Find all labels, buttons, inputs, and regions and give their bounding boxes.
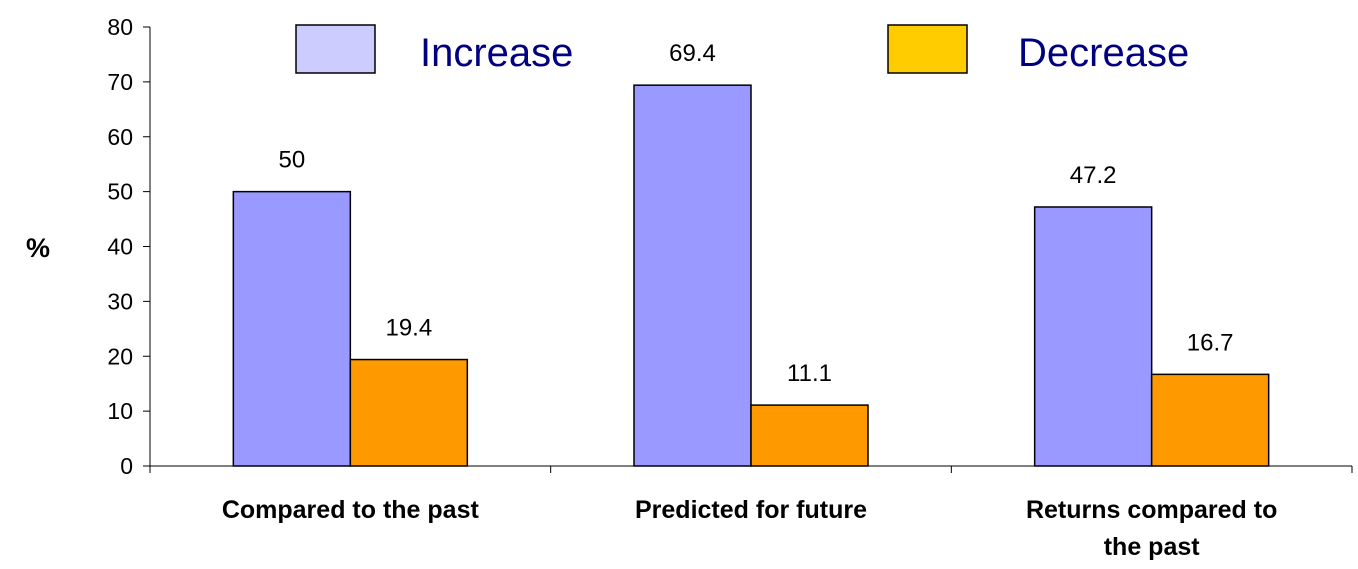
legend-swatch-decrease: [887, 24, 968, 74]
data-label: 19.4: [385, 315, 432, 342]
bar-decrease: [750, 404, 869, 467]
bar-decrease: [349, 358, 469, 467]
data-label: 50: [278, 147, 305, 174]
data-label: 11.1: [787, 360, 832, 387]
y-tick-label: 20: [107, 343, 133, 369]
legend-label-increase: Increase: [420, 31, 573, 75]
chart-bars: [232, 84, 1270, 467]
data-label: 47.2: [1070, 162, 1117, 189]
bar-decrease: [1150, 373, 1270, 467]
y-tick-label: 30: [107, 288, 133, 314]
category-label: the past: [1104, 533, 1201, 561]
y-tick-label: 0: [120, 453, 133, 479]
chart-labels: 50 19.4 Compared to the past 69.4 11.1 Predic…: [222, 40, 1278, 561]
y-tick-label: 80: [107, 14, 133, 40]
y-tick-label: 50: [107, 179, 133, 205]
y-tick-label: 70: [107, 69, 133, 95]
chart-legend: Increase Decrease: [295, 24, 1189, 75]
category-label: Returns compared to: [1026, 496, 1277, 524]
bar-increase: [1033, 206, 1153, 467]
legend-swatch-increase: [295, 24, 376, 74]
data-label: 69.4: [669, 40, 716, 67]
y-tick-label: 40: [107, 234, 133, 260]
data-label: 16.7: [1187, 329, 1234, 356]
bar-increase: [232, 190, 352, 467]
legend-label-decrease: Decrease: [1018, 31, 1189, 75]
y-tick-label: 10: [107, 398, 133, 424]
y-axis-label: %: [26, 233, 50, 263]
bar-increase: [633, 84, 752, 467]
category-label: Predicted for future: [635, 496, 867, 524]
category-label: Compared to the past: [222, 496, 480, 524]
y-tick-label: 60: [107, 124, 133, 150]
